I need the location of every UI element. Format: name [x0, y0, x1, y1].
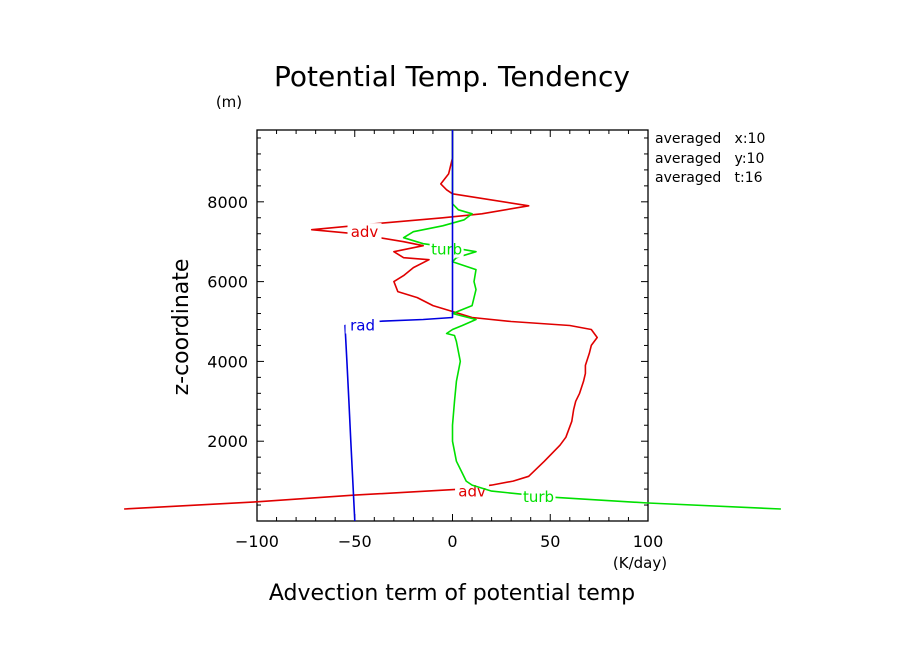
series-label-adv: adv	[351, 223, 379, 241]
y-unit-label: (m)	[216, 93, 242, 111]
x-tick-label: 50	[540, 532, 560, 551]
x-tick-label: 0	[447, 532, 457, 551]
series-label-bg	[455, 482, 490, 500]
x-tick-label: 100	[633, 532, 664, 551]
series-line-rad	[344, 130, 454, 522]
series-label-turb: turb	[523, 488, 554, 506]
x-axis-label: Advection term of potential temp	[269, 581, 635, 606]
series-line-turb	[402, 130, 781, 510]
y-tick-label: 4000	[207, 352, 248, 371]
series-label-bg	[521, 488, 556, 506]
x-tick-label: −100	[235, 532, 279, 551]
series-label-bg	[345, 316, 380, 334]
x-unit-label: (K/day)	[613, 554, 667, 572]
annotation-averaged-y: averaged y:10	[655, 151, 764, 167]
y-axis-label: z-coordinate	[169, 259, 194, 396]
y-tick-label: 8000	[207, 193, 248, 212]
series-label-bg	[429, 240, 464, 258]
y-tick-label: 2000	[207, 432, 248, 451]
x-tick-label: −50	[338, 532, 372, 551]
series-label-rad: rad	[350, 317, 375, 335]
y-tick-label: 6000	[207, 273, 248, 292]
annotation-averaged-x: averaged x:10	[655, 131, 765, 147]
chart-title: Potential Temp. Tendency	[274, 60, 630, 93]
annotation-averaged-t: averaged t:16	[655, 170, 763, 186]
series-label-bg	[347, 223, 382, 241]
series-label-turb: turb	[431, 241, 462, 259]
